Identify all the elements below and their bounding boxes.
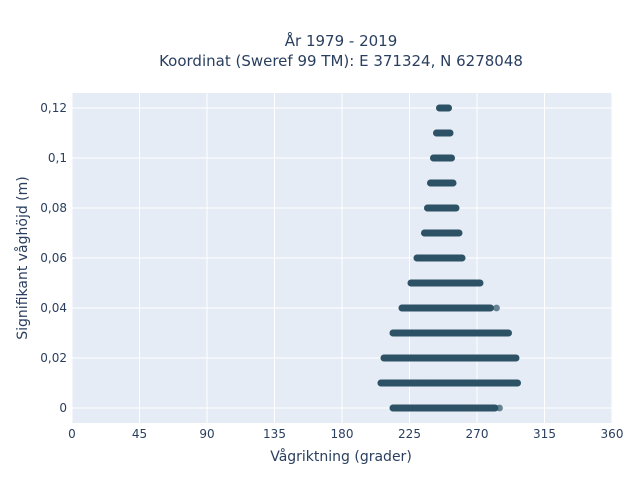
x-axis-title: Vågriktning (grader) — [270, 448, 412, 465]
chart-subtitle: Koordinat (Sweref 99 TM): E 371324, N 62… — [159, 52, 523, 70]
data-point — [502, 329, 509, 337]
x-tick-label: 180 — [331, 427, 354, 441]
x-tick-label: 360 — [601, 427, 624, 441]
x-axis-ticks: 0 45 90 135 180 225 270 315 360 — [68, 427, 623, 441]
data-point — [475, 279, 482, 287]
data-point — [488, 404, 496, 412]
y-tick-label: 0,04 — [40, 301, 67, 315]
y-tick-label: 0,12 — [40, 101, 67, 115]
outlier-point — [493, 304, 500, 312]
data-band — [407, 279, 484, 287]
data-point — [448, 154, 455, 162]
data-point — [484, 304, 491, 312]
y-tick-label: 0 — [59, 401, 67, 415]
data-band — [421, 229, 463, 237]
y-tick-label: 0,08 — [40, 201, 67, 215]
data-point — [449, 179, 457, 187]
x-tick-label: 0 — [68, 427, 76, 441]
data-band — [430, 154, 455, 162]
data-point — [445, 104, 452, 112]
data-band — [413, 254, 466, 262]
data-band — [427, 179, 457, 187]
data-point — [511, 354, 518, 362]
data-band — [389, 404, 503, 412]
x-tick-label: 45 — [132, 427, 147, 441]
data-band — [436, 104, 452, 112]
chart-title: År 1979 - 2019 — [285, 31, 398, 50]
y-axis-ticks: 0 0,02 0,04 0,06 0,08 0,1 0,12 — [40, 101, 67, 415]
grid-lines — [71, 93, 613, 423]
data-point — [446, 129, 454, 137]
data-point — [458, 254, 466, 262]
y-axis-title: Signifikant våghöjd (m) — [14, 176, 31, 339]
data-band — [433, 129, 454, 137]
x-tick-label: 270 — [466, 427, 489, 441]
x-tick-label: 90 — [199, 427, 214, 441]
data-point — [512, 379, 520, 387]
x-tick-label: 225 — [398, 427, 421, 441]
x-tick-label: 135 — [263, 427, 286, 441]
data-points — [377, 104, 521, 412]
data-band — [380, 354, 520, 362]
outlier-point — [496, 404, 503, 412]
x-tick-label: 315 — [533, 427, 556, 441]
y-tick-label: 0,1 — [48, 151, 67, 165]
data-point — [451, 204, 458, 212]
y-tick-label: 0,06 — [40, 251, 67, 265]
data-band — [398, 304, 500, 312]
data-band — [377, 379, 521, 387]
data-band — [389, 329, 512, 337]
data-point — [452, 229, 460, 237]
y-tick-label: 0,02 — [40, 351, 67, 365]
data-band — [424, 204, 460, 212]
